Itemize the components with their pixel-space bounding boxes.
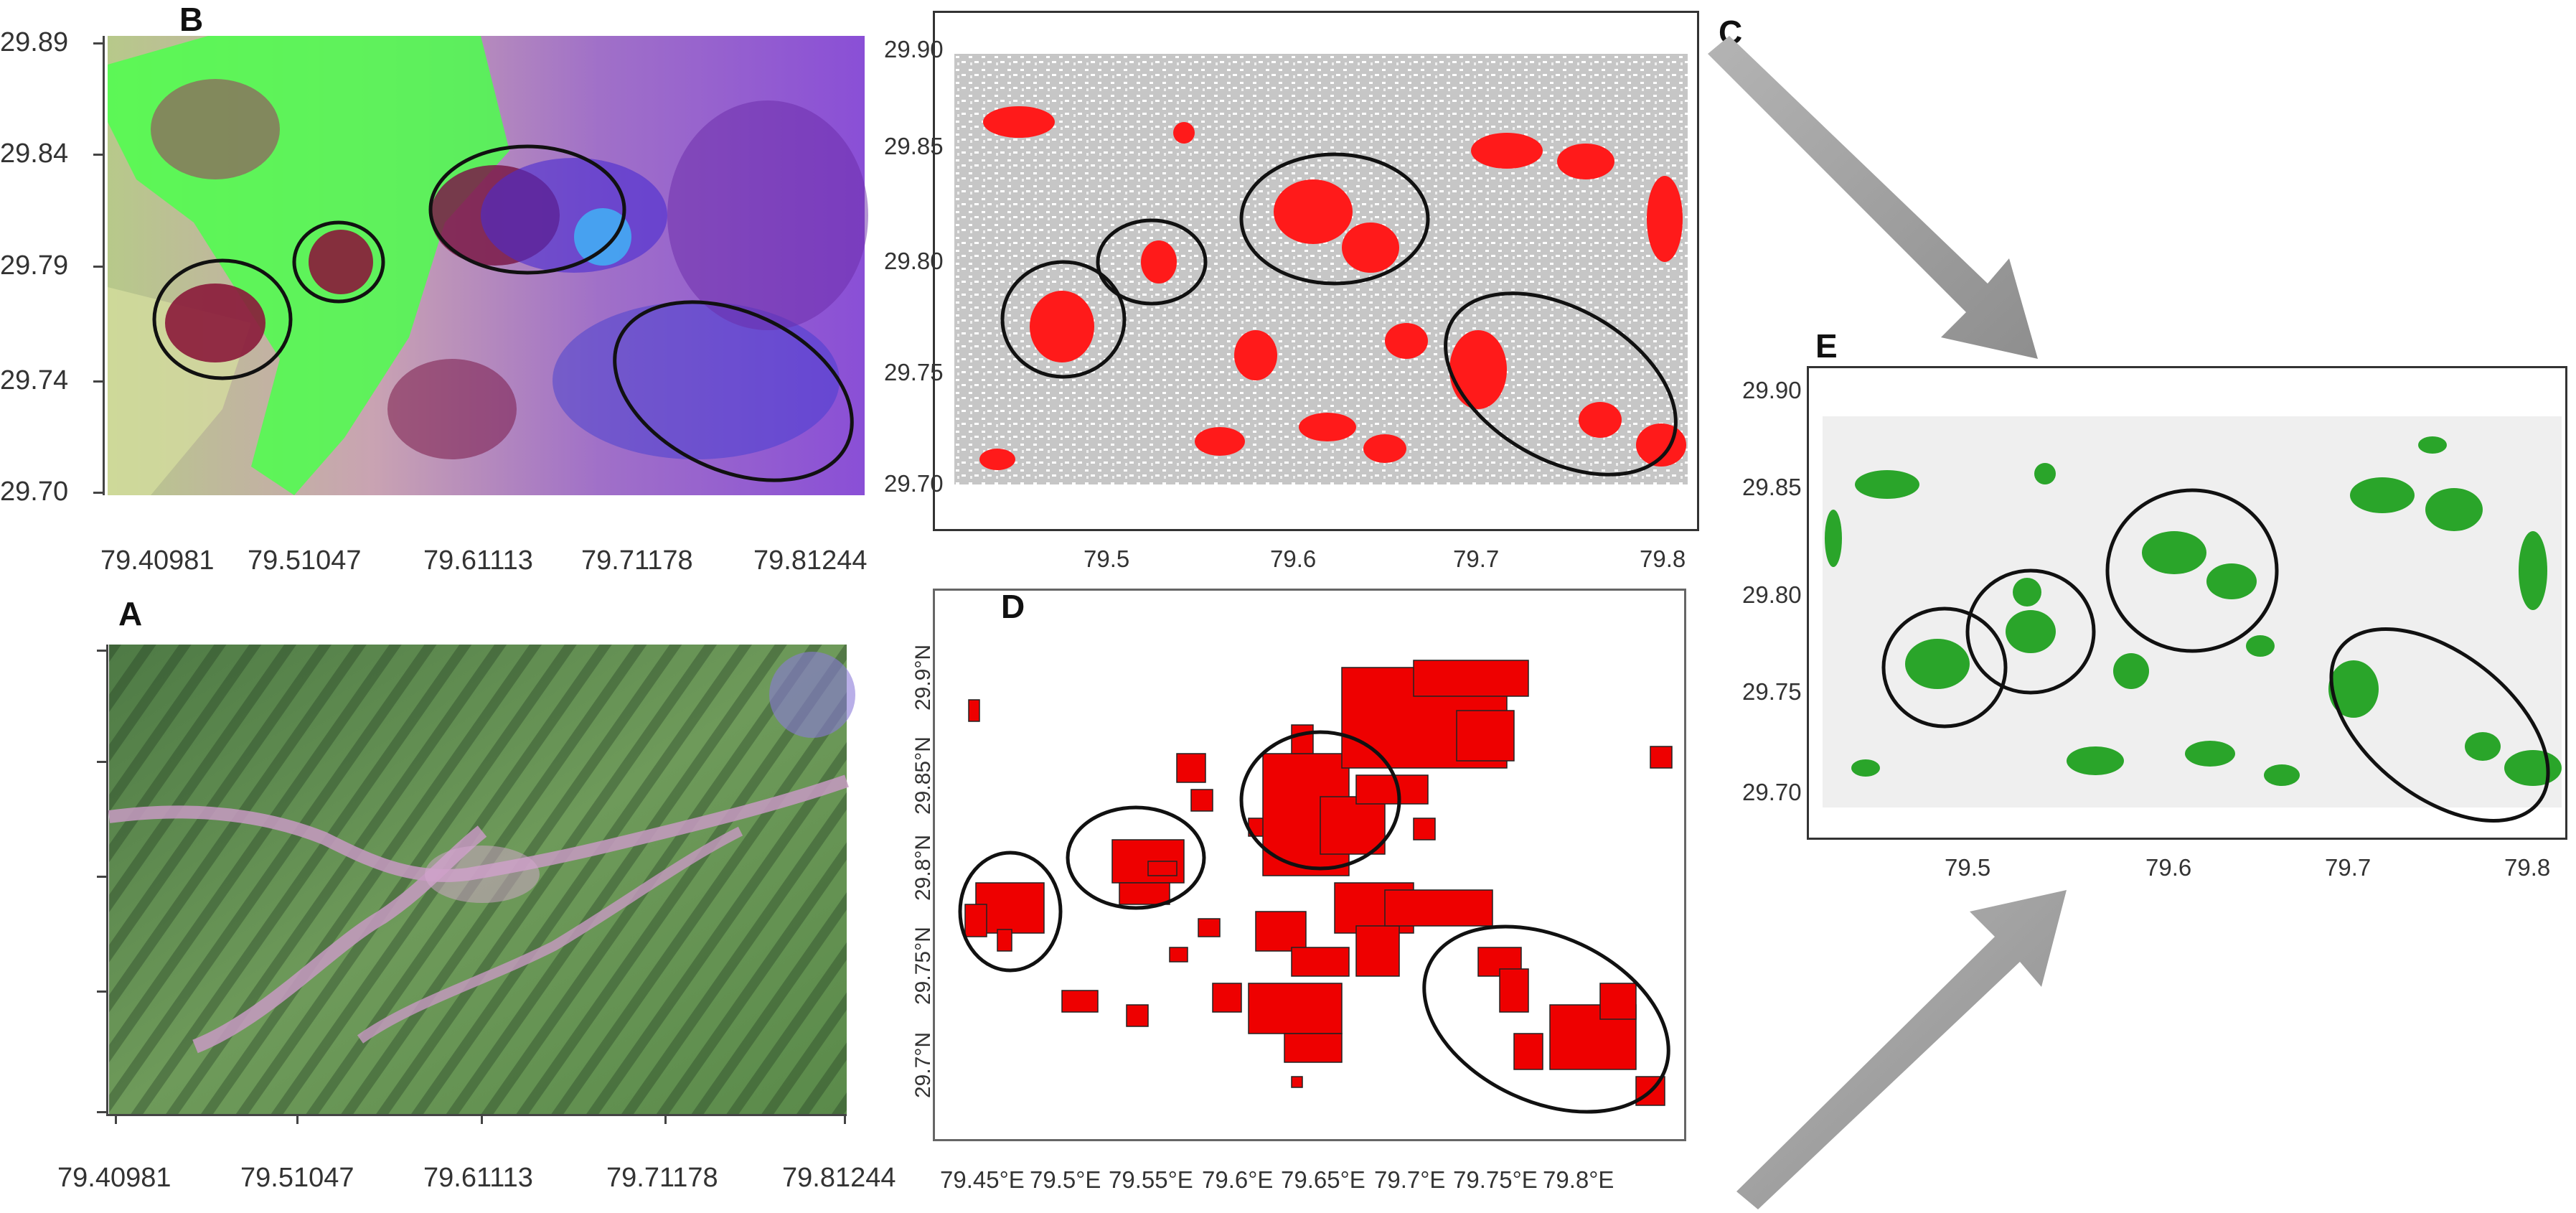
panel-b-x-tick: 79.81244 <box>753 545 868 576</box>
arrow-c-to-e <box>1708 36 2038 359</box>
panel-d-y-tick: 29.8°N <box>911 834 935 901</box>
panel-e-x-tick: 79.5 <box>1945 854 1991 881</box>
panel-d-x-tick: 79.65°E <box>1281 1166 1365 1193</box>
panel-a-x-axis <box>106 1114 847 1116</box>
panel-c-x-tick: 79.6 <box>1270 545 1317 572</box>
panel-e-y-tick: 29.85 <box>1742 474 1802 500</box>
panel-c-y-tick: 29.90 <box>884 36 944 62</box>
panel-d-x-tick: 79.55°E <box>1109 1166 1193 1193</box>
panel-c-map <box>954 54 1688 484</box>
panel-e-y-tick: 29.90 <box>1742 377 1802 403</box>
panel-e-y-tick: 29.75 <box>1742 678 1802 705</box>
panel-a-y-axis <box>106 645 108 1115</box>
panel-d-x-tick: 79.6°E <box>1202 1166 1274 1193</box>
panel-b-x-tick: 79.61113 <box>423 545 533 576</box>
panel-a-label: A <box>118 595 143 632</box>
panel-a-x-tick: 79.40981 <box>57 1163 171 1193</box>
panel-d-y-tick: 29.7°N <box>911 1031 935 1098</box>
panel-d-x-tick: 79.45°E <box>940 1166 1025 1193</box>
panel-e-x-tick: 79.8 <box>2504 854 2551 881</box>
panel-a-x-tick: 79.51047 <box>240 1163 354 1193</box>
panel-b-y-tick: 29.70 <box>0 477 69 507</box>
panel-d-frame <box>933 589 1686 1141</box>
panel-e-y-tick: 29.80 <box>1742 581 1802 608</box>
panel-a-x-tick: 79.61113 <box>423 1163 533 1193</box>
panel-d-x-tick: 79.8°E <box>1543 1166 1614 1193</box>
panel-e-label: E <box>1815 327 1838 365</box>
panel-e-x-tick: 79.6 <box>2145 854 2192 881</box>
panel-b-y-tick: 29.84 <box>0 139 69 169</box>
panel-c-y-tick: 29.70 <box>884 470 944 497</box>
panel-c-x-tick: 79.5 <box>1083 545 1130 572</box>
panel-b-x-tick: 79.71178 <box>581 545 693 576</box>
panel-c-x-tick: 79.7 <box>1453 545 1500 572</box>
panel-c-y-tick: 29.85 <box>884 133 944 159</box>
panel-a-x-tick: 79.81244 <box>782 1163 896 1193</box>
panel-d-x-tick: 79.75°E <box>1453 1166 1538 1193</box>
panel-d-x-tick: 79.5°E <box>1030 1166 1101 1193</box>
panel-b-y-tick: 29.74 <box>0 365 69 395</box>
panel-d-y-tick: 29.75°N <box>911 927 935 1005</box>
panel-e-frame <box>1807 366 2567 840</box>
panel-d-label: D <box>1001 588 1025 625</box>
panel-a-image <box>108 645 855 1115</box>
panel-d-x-tick: 79.7°E <box>1374 1166 1446 1193</box>
panel-c-frame <box>933 11 1699 531</box>
panel-e-x-tick: 79.7 <box>2325 854 2371 881</box>
panel-b-y-axis <box>103 36 105 495</box>
panel-d-y-tick: 29.9°N <box>911 644 935 711</box>
panel-b-y-tick: 29.89 <box>0 27 69 57</box>
panel-b-y-tick: 29.79 <box>0 250 69 281</box>
panel-c-x-tick: 79.8 <box>1640 545 1686 572</box>
panel-e-map <box>1823 416 2562 823</box>
arrow-d-to-e <box>1736 890 2067 1209</box>
panel-b-x-tick: 79.51047 <box>248 545 362 576</box>
panel-b-image <box>108 36 868 495</box>
panel-b-x-tick: 79.40981 <box>100 545 215 576</box>
panel-b-label: B <box>179 1 204 38</box>
panel-d-y-tick: 29.85°N <box>911 736 935 815</box>
panel-d-map <box>958 660 1673 1114</box>
panel-c-y-tick: 29.75 <box>884 359 944 385</box>
panel-c-y-tick: 29.80 <box>884 248 944 274</box>
panel-a-x-tick: 79.71178 <box>606 1163 718 1193</box>
panel-e-y-tick: 29.70 <box>1742 779 1802 805</box>
